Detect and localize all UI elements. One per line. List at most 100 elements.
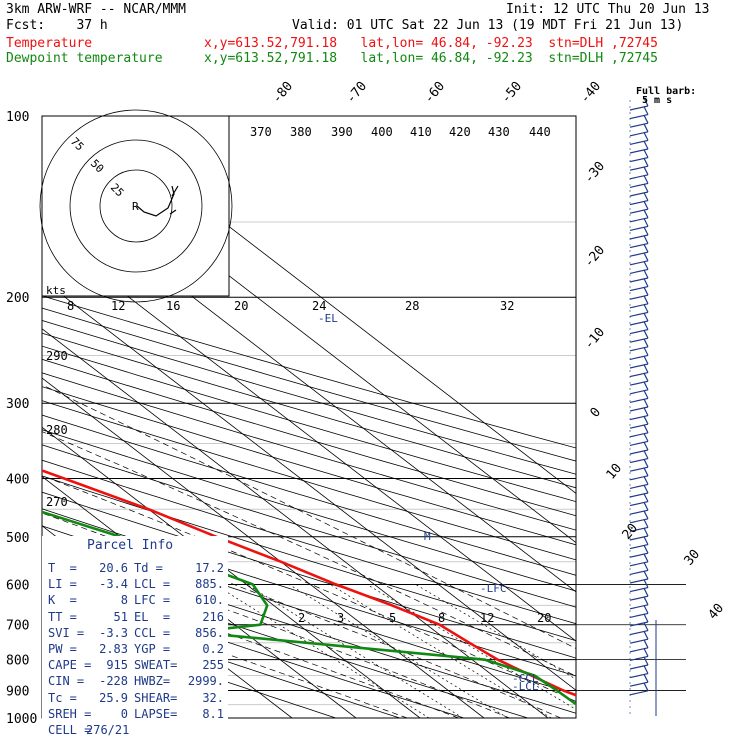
wind-barb-staff [629, 509, 649, 515]
wind-barb-staff [629, 380, 649, 386]
wind-barb-staff [629, 587, 649, 593]
wind-barb [629, 613, 649, 627]
wind-barb-staff [629, 200, 649, 206]
wind-barb-flag [643, 510, 649, 520]
wind-barb [629, 166, 649, 180]
wind-barb-flag [643, 570, 649, 580]
wind-barb-staff [629, 165, 649, 171]
parcel-info-panel: Parcel Info T = 20.6 Td = 17.2 LI = -3.4 LCL =… [42, 536, 228, 737]
wind-barb [629, 501, 649, 515]
parcel-value: 216 [202, 609, 224, 624]
wind-barb-staff [629, 234, 649, 240]
wind-barb-flag [643, 149, 649, 158]
wind-barb-staff [629, 483, 649, 489]
parcel-row: SVI = -3.3 CCL = 856. [48, 625, 224, 641]
wind-barb-staff [629, 673, 649, 679]
parcel-label: EL = [134, 609, 171, 624]
dry-adiabat-line [42, 598, 400, 718]
speed-axis-label: 16 [166, 299, 180, 313]
wind-barb [629, 192, 649, 206]
wind-barb [629, 467, 649, 481]
wind-barb-staff [629, 114, 649, 120]
wind-barb-staff [629, 423, 649, 429]
wind-barb-staff [629, 363, 649, 369]
wind-barb-staff [629, 303, 649, 309]
wind-barb-staff [629, 612, 649, 618]
wind-barb-staff [629, 337, 649, 343]
dry-adiabat-line [42, 491, 576, 659]
wind-barb-flag [643, 106, 649, 115]
wind-barb-staff [629, 458, 649, 464]
wind-barb [629, 106, 649, 120]
wind-barb-staff [629, 432, 649, 438]
wind-barb [629, 527, 649, 541]
theta-label: 290 [46, 349, 68, 363]
wind-barb-staff [629, 217, 649, 223]
parcel-label: SHEAR= [134, 690, 178, 705]
wind-barb-staff [629, 320, 649, 326]
mixing-ratio-label: 5 [389, 611, 396, 625]
parcel-label: Tc = [48, 690, 77, 705]
parcel-label: LFC = [134, 593, 171, 608]
parcel-label: SWEAT= [134, 658, 178, 673]
isotherm-label: -70 [344, 79, 371, 107]
wind-barb [629, 484, 649, 498]
plot-frame [41, 115, 577, 719]
isotherm-line [42, 377, 485, 718]
wind-barb-staff [629, 415, 649, 421]
parcel-value: -228 [99, 674, 128, 689]
pressure-tick-label: 800 [6, 654, 29, 669]
parcel-label: HWBZ= [134, 674, 171, 689]
theta-label: 430 [488, 125, 510, 139]
valid-time: Valid: 01 UTC Sat 22 Jun 13 (19 MDT Fri … [292, 18, 684, 33]
mixing-ratio-line [329, 584, 552, 718]
parcel-value: 2999. [187, 674, 224, 689]
parcel-label: CAPE = [48, 658, 92, 673]
wind-barb-flag [643, 665, 649, 674]
parcel-row: SREH = 0 LAPSE= 8.1 [48, 706, 224, 722]
parcel-label: YGP = [134, 642, 171, 656]
wind-barb [629, 579, 649, 593]
wind-barb-flag [643, 390, 649, 399]
wind-barb-flag [643, 97, 649, 107]
wind-barb-flag [643, 381, 649, 391]
wind-barb [629, 398, 649, 412]
wind-barb-staff [629, 681, 649, 687]
wind-barb [629, 252, 649, 266]
wind-barb [629, 450, 649, 464]
wind-barb-flag [643, 218, 649, 227]
wind-barb-flag [643, 312, 649, 322]
isotherm-label: -50 [499, 79, 526, 107]
parcel-label: CIN = [48, 674, 85, 689]
wind-barb-staff [629, 122, 649, 128]
wind-barb [629, 476, 649, 489]
mixing-ratio-label: 20 [537, 611, 551, 625]
wind-barb [629, 639, 649, 653]
level-annotation-lcl: -LCL [512, 680, 539, 693]
wind-barb-flag [643, 476, 649, 485]
wind-barb-staff [629, 664, 649, 670]
wind-barb-staff [629, 148, 649, 154]
wind-barb-flag [643, 166, 649, 176]
theta-label: 380 [290, 125, 312, 139]
moist-adiabat-line [42, 431, 576, 677]
theta-label: 270 [46, 495, 68, 509]
parcel-row: CELL =276/21 [48, 722, 224, 738]
parcel-value: 32. [202, 690, 224, 705]
wind-barb [629, 390, 649, 403]
pressure-tick-label: 500 [6, 531, 29, 546]
wind-barb [629, 321, 649, 335]
wind-barb-staff [629, 655, 649, 661]
parcel-value: 20.6 [99, 561, 128, 575]
theta-label: 390 [331, 125, 353, 139]
mixing-ratio-line [246, 584, 464, 718]
wind-barb-flag [643, 355, 649, 365]
parcel-value: -3.3 [99, 625, 128, 640]
parcel-value: 276/21 [86, 723, 130, 737]
wind-barb-flag [643, 458, 649, 468]
dry-adiabat-line [42, 444, 576, 608]
pressure-tick-label: 700 [6, 619, 29, 634]
wind-barb-flag [643, 140, 649, 150]
isotherm-line [42, 426, 421, 718]
wind-barb [629, 458, 649, 472]
